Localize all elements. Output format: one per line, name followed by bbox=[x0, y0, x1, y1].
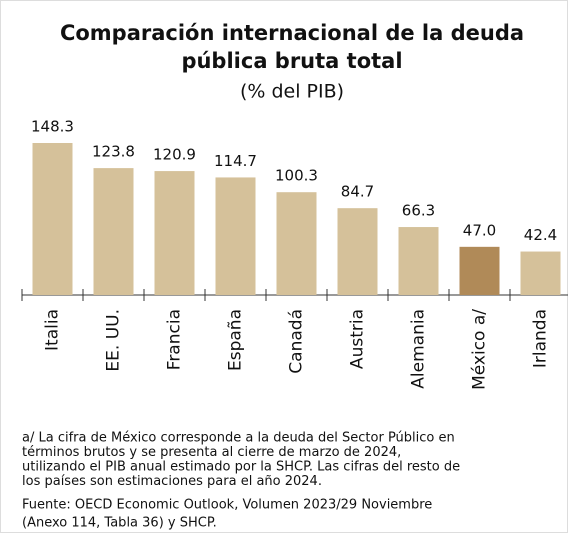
x-tick-label: Francia bbox=[165, 309, 185, 370]
bar bbox=[32, 143, 73, 295]
chart-title: Comparación internacional de la deuda bbox=[60, 21, 524, 45]
value-label: 84.7 bbox=[341, 183, 374, 201]
footnote: términos brutos y se presenta al cierre … bbox=[22, 445, 401, 460]
value-label: 100.3 bbox=[275, 167, 318, 185]
x-tick-label: EE. UU. bbox=[104, 309, 124, 372]
bar bbox=[337, 208, 378, 295]
x-tick-label: Austria bbox=[348, 309, 368, 369]
bar bbox=[276, 192, 317, 295]
chart-title: pública bruta total bbox=[181, 49, 402, 73]
bar bbox=[459, 246, 500, 295]
bar bbox=[520, 251, 561, 295]
value-label: 47.0 bbox=[463, 221, 496, 239]
bar bbox=[398, 227, 439, 295]
x-tick-label: España bbox=[226, 309, 246, 371]
chart-subtitle: (% del PIB) bbox=[240, 81, 344, 103]
x-tick-label: Italia bbox=[43, 309, 63, 351]
x-tick-label: Alemania bbox=[409, 309, 429, 389]
source: Fuente: OECD Economic Outlook, Volumen 2… bbox=[22, 498, 432, 513]
bar bbox=[215, 177, 256, 295]
x-tick-label: Irlanda bbox=[531, 309, 551, 368]
x-tick-label: Canadá bbox=[287, 309, 307, 374]
value-label: 42.4 bbox=[524, 226, 557, 244]
value-label: 66.3 bbox=[402, 202, 435, 220]
value-label: 123.8 bbox=[92, 143, 135, 161]
footnote: utilizando el PIB anual estimado por la … bbox=[22, 460, 460, 475]
source: (Anexo 114, Tabla 36) y SHCP. bbox=[22, 516, 217, 531]
bar bbox=[154, 171, 195, 295]
bar bbox=[93, 168, 134, 295]
value-label: 148.3 bbox=[31, 118, 74, 136]
footnote: los países son estimaciones para el año … bbox=[22, 474, 322, 489]
value-label: 114.7 bbox=[214, 152, 257, 170]
value-label: 120.9 bbox=[153, 146, 196, 164]
footnote: a/ La cifra de México corresponde a la d… bbox=[22, 431, 455, 446]
x-tick-label: México a/ bbox=[470, 309, 490, 390]
